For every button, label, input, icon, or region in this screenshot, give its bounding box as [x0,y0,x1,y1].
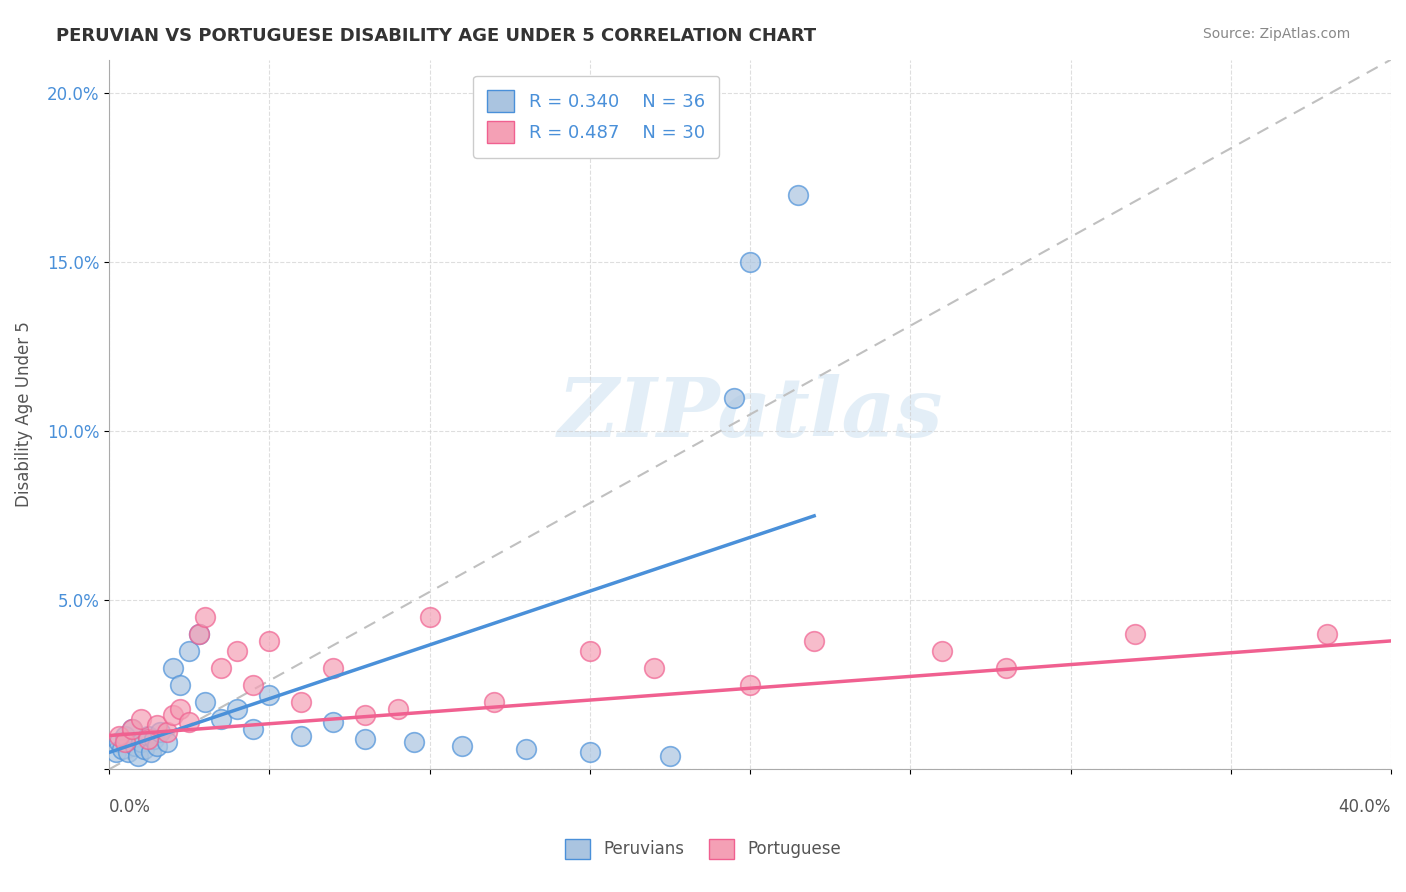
Point [143,731,166,746]
Point [111,742,134,756]
Point [259,634,281,648]
Point [169,701,191,715]
Y-axis label: Disability Age Under 5: Disability Age Under 5 [15,321,32,508]
Point [107,729,129,743]
Point [579,644,602,658]
Point [104,746,127,760]
Point [134,742,156,756]
Legend: R = 0.340    N = 36, R = 0.487    N = 30: R = 0.340 N = 36, R = 0.487 N = 30 [472,76,720,158]
Point [242,722,264,736]
Point [107,735,129,749]
Point [803,634,825,648]
Point [179,644,201,658]
Point [643,661,665,675]
Text: 0.0%: 0.0% [110,798,150,816]
Point [117,746,139,760]
Text: ZIPatlas: ZIPatlas [557,375,943,455]
Point [482,695,505,709]
Point [179,714,201,729]
Point [723,391,745,405]
Point [402,735,425,749]
Point [187,627,209,641]
Point [658,748,681,763]
Point [995,661,1018,675]
Point [187,627,209,641]
Point [162,708,184,723]
Point [146,718,169,732]
Point [242,678,264,692]
Point [1123,627,1146,641]
Point [1316,627,1339,641]
Text: Source: ZipAtlas.com: Source: ZipAtlas.com [1202,27,1350,41]
Point [787,187,810,202]
Point [290,695,312,709]
Point [127,748,149,763]
Point [146,739,169,753]
Point [322,714,344,729]
Point [136,731,159,746]
Point [124,739,146,753]
Point [169,678,191,692]
Point [387,701,409,715]
Point [450,739,472,753]
Point [259,688,281,702]
Point [226,644,249,658]
Point [129,712,152,726]
Point [354,708,377,723]
Point [322,661,344,675]
Point [156,725,179,739]
Point [121,722,143,736]
Point [121,722,143,736]
Point [738,255,761,269]
Point [156,735,179,749]
Point [114,729,136,743]
Point [226,701,249,715]
Legend: Peruvians, Portuguese: Peruvians, Portuguese [558,832,848,866]
Point [162,661,184,675]
Point [194,610,217,624]
Point [738,678,761,692]
Text: PERUVIAN VS PORTUGUESE DISABILITY AGE UNDER 5 CORRELATION CHART: PERUVIAN VS PORTUGUESE DISABILITY AGE UN… [56,27,817,45]
Point [209,661,232,675]
Point [136,729,159,743]
Point [194,695,217,709]
Point [290,729,312,743]
Point [419,610,441,624]
Point [139,746,162,760]
Point [129,735,152,749]
Point [931,644,953,658]
Point [114,735,136,749]
Point [579,746,602,760]
Point [515,742,537,756]
Point [354,731,377,746]
Point [149,725,172,739]
Text: 40.0%: 40.0% [1339,798,1391,816]
Point [209,712,232,726]
